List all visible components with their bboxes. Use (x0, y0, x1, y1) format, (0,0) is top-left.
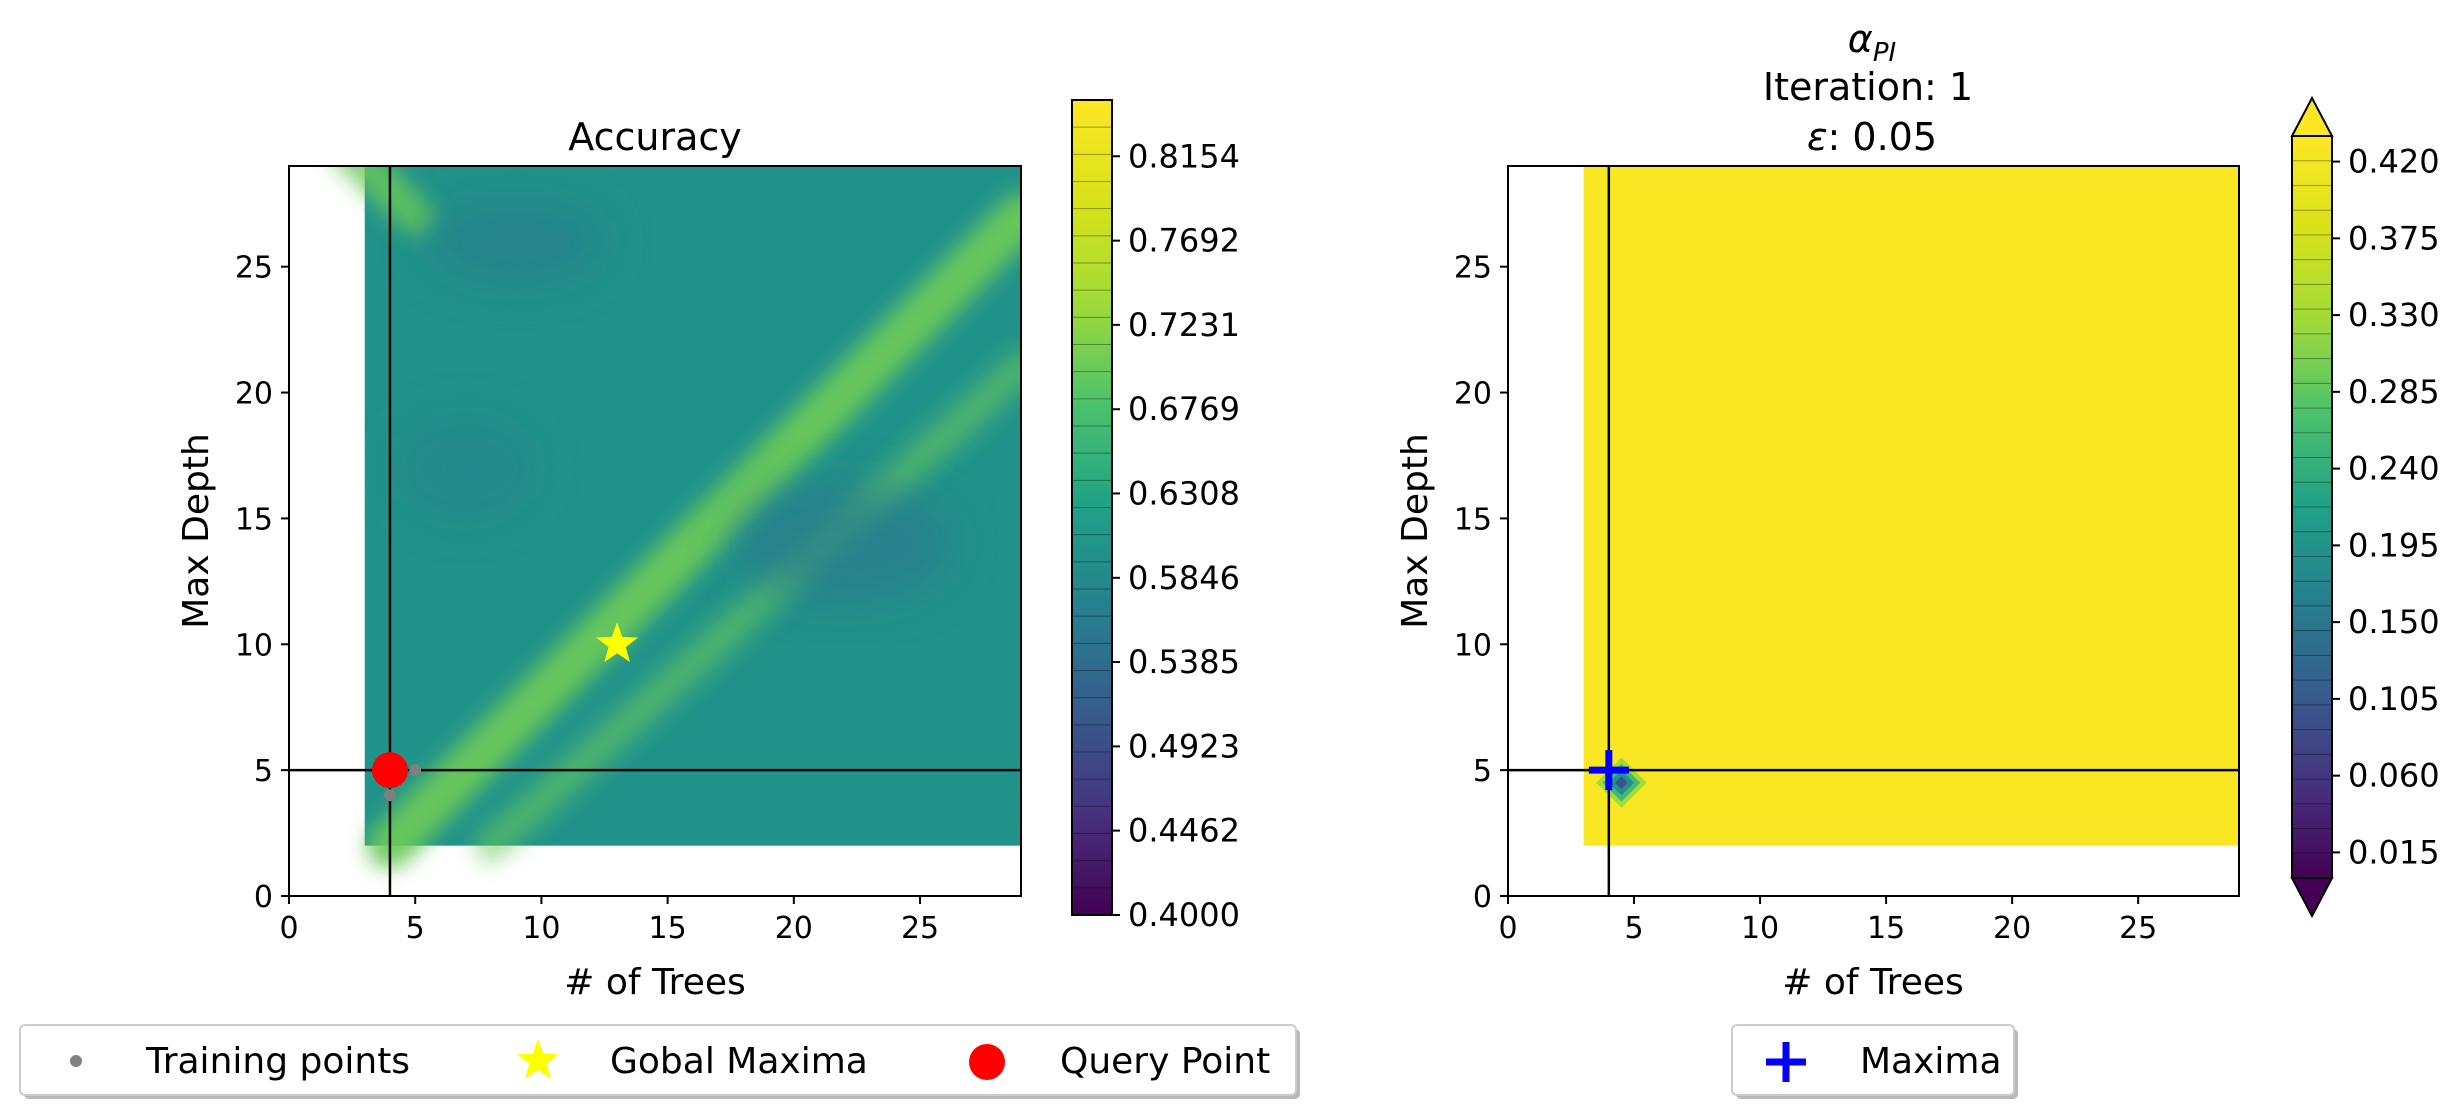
heatmap-dark-region (426, 201, 607, 282)
global-maxima-star (596, 622, 639, 663)
x-tick-label: 25 (2119, 911, 2157, 946)
accuracy-y-ticks: 0 5 10 15 20 25 (235, 251, 289, 915)
colorbar-tick-label: 0.420 (2348, 143, 2440, 181)
accuracy-heatmap (337, 166, 1021, 869)
legend-query-point: Query Point (1060, 1041, 1270, 1082)
colorbar-tick-label: 0.015 (2348, 833, 2440, 871)
iteration-title: Iteration: 1 (1763, 65, 1973, 109)
colorbar-gradient (1072, 100, 1112, 915)
x-tick-label: 5 (406, 911, 425, 946)
epsilon-title: ε: 0.05 (1807, 115, 1937, 159)
heatmap-ridges (337, 166, 1021, 869)
legend-maxima: Maxima (1860, 1041, 2002, 1082)
y-tick-label: 0 (1473, 880, 1492, 915)
acquisition-title: αPI Iteration: 1 ε: 0.05 (1763, 17, 1973, 159)
y-tick-label: 0 (254, 880, 273, 915)
colorbar-tick-label: 0.7692 (1128, 222, 1240, 260)
colorbar-tick-label: 0.4462 (1128, 812, 1240, 850)
y-tick-label: 10 (1454, 628, 1492, 663)
colorbar-tick-label: 0.8154 (1128, 137, 1240, 175)
heatmap-ridge (473, 350, 1021, 863)
heatmap-dark-regions (395, 201, 955, 604)
acquisition-x-label: # of Trees (1782, 962, 1964, 1003)
alpha-pi-title: αPI (1848, 17, 1896, 68)
acquisition-markers (1588, 750, 1629, 791)
y-tick-label: 15 (1454, 502, 1492, 537)
y-tick-label: 10 (235, 628, 273, 663)
colorbar-tick-label: 0.6308 (1128, 474, 1240, 512)
y-tick-label: 25 (235, 251, 273, 286)
accuracy-markers (371, 622, 639, 802)
x-tick-label: 20 (1993, 911, 2031, 946)
accuracy-plot-frame (288, 165, 1022, 897)
legend-global-maxima: Gobal Maxima (610, 1041, 868, 1082)
acquisition-x-ticks: 0 5 10 15 20 25 (1498, 896, 2157, 946)
plus-legend-icon (1766, 1042, 1806, 1082)
y-tick-label: 20 (235, 377, 273, 412)
x-tick-label: 15 (649, 911, 687, 946)
training-point-legend-icon (70, 1055, 82, 1067)
x-tick-label: 10 (522, 911, 560, 946)
acquisition-colorbar: 0.015 0.060 0.105 0.150 0.195 0.240 0.285 0.330… (2290, 95, 2440, 919)
acquisition-plot-frame (1507, 165, 2240, 897)
y-tick-label: 15 (235, 502, 273, 537)
heatmap-ridge (337, 166, 435, 236)
x-tick-label: 5 (1624, 911, 1643, 946)
colorbar-tick-label: 0.4923 (1128, 727, 1240, 765)
colorbar-tick-label: 0.060 (2348, 757, 2440, 795)
acquisition-panel: αPI Iteration: 1 ε: 0.05 0 5 10 15 20 25 0 5 10… (1395, 17, 2440, 1003)
x-tick-label: 0 (1498, 911, 1517, 946)
maxima-plus (1588, 750, 1629, 791)
colorbar-tick-label: 0.195 (2348, 526, 2440, 564)
star-legend-icon (517, 1039, 559, 1079)
training-point (409, 764, 422, 777)
y-tick-label: 5 (1473, 754, 1492, 789)
colorbar-extend-top (2290, 95, 2334, 137)
y-tick-label: 25 (1454, 251, 1492, 286)
acquisition-y-ticks: 0 5 10 15 20 25 (1454, 251, 1508, 915)
accuracy-title: Accuracy (568, 115, 742, 159)
acquisition-dip (1615, 776, 1628, 790)
accuracy-x-ticks: 0 5 10 15 20 25 (279, 896, 939, 946)
y-tick-label: 20 (1454, 377, 1492, 412)
legend-left: Training points Gobal Maxima Query Point (19, 1024, 1300, 1099)
colorbar-tick-label: 0.7231 (1128, 306, 1240, 344)
accuracy-panel: Accuracy 0 5 10 15 20 25 0 5 10 15 20 25 # of Tree… (176, 99, 1240, 1003)
legend-right: Maxima (1731, 1024, 2018, 1099)
colorbar-frame (2291, 135, 2333, 879)
x-tick-label: 0 (279, 911, 298, 946)
x-tick-label: 20 (775, 911, 813, 946)
legend-training-points: Training points (145, 1041, 410, 1082)
training-point (383, 789, 396, 802)
heatmap-background (1583, 166, 2239, 846)
heatmap-ridge (366, 193, 1021, 869)
accuracy-x-label: # of Trees (564, 962, 746, 1003)
query-point (371, 752, 408, 789)
colorbar-tick-label: 0.6769 (1128, 390, 1240, 428)
colorbar-tick-label: 0.240 (2348, 450, 2440, 488)
acquisition-heatmap (1583, 166, 2239, 846)
accuracy-colorbar: 0.4000 0.4462 0.4923 0.5385 0.5846 0.6308 0.67… (1071, 99, 1240, 934)
query-point-legend-icon (969, 1044, 1005, 1080)
x-tick-label: 25 (901, 911, 939, 946)
colorbar-tick-label: 0.150 (2348, 603, 2440, 641)
colorbar-tick-label: 0.285 (2348, 373, 2440, 411)
colorbar-tick-label: 0.5385 (1128, 643, 1240, 681)
colorbar-tick-label: 0.4000 (1128, 896, 1240, 934)
colorbar-gradient (2292, 136, 2332, 878)
colorbar-extend-bottom (2290, 877, 2334, 919)
colorbar-tick-label: 0.5846 (1128, 559, 1240, 597)
acquisition-y-label: Max Depth (1395, 433, 1436, 629)
colorbar-tick-label: 0.105 (2348, 680, 2440, 718)
heatmap-dark-region (395, 418, 536, 519)
accuracy-y-label: Max Depth (176, 433, 217, 629)
heatmap-dark-region (734, 483, 955, 604)
y-tick-label: 5 (254, 754, 273, 789)
x-tick-label: 10 (1741, 911, 1779, 946)
x-tick-label: 15 (1867, 911, 1905, 946)
colorbar-tick-label: 0.375 (2348, 219, 2440, 257)
colorbar-tick-label: 0.330 (2348, 296, 2440, 334)
colorbar-frame (1071, 99, 1113, 916)
